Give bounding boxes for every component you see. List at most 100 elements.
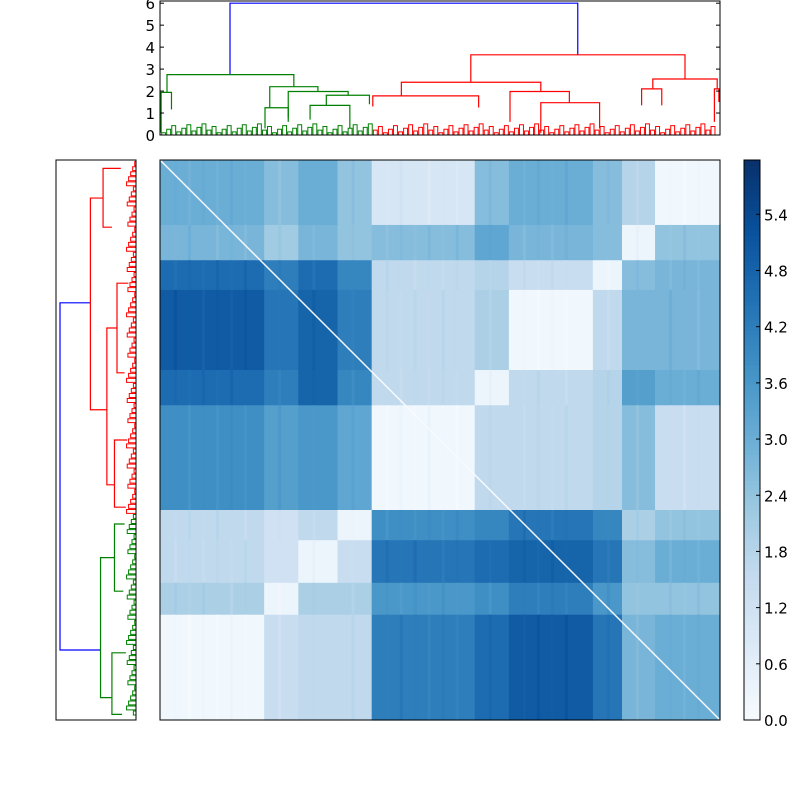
dendrogram-leaf-link bbox=[377, 126, 383, 135]
heatmap-texture bbox=[399, 160, 403, 225]
dendrogram-leaf-link bbox=[594, 129, 600, 135]
heatmap-cell bbox=[474, 289, 510, 371]
colorbar-segment bbox=[744, 465, 760, 471]
heatmap-texture bbox=[202, 160, 205, 225]
dendrogram-leaf-link bbox=[130, 302, 136, 308]
dendrogram-leaf-link bbox=[382, 132, 388, 135]
heatmap-texture bbox=[230, 582, 233, 615]
dendrogram-leaf-link bbox=[132, 317, 136, 323]
heatmap-texture bbox=[399, 405, 403, 510]
colorbar-segment bbox=[744, 535, 760, 541]
dendrogram-leaf-link bbox=[508, 131, 514, 135]
heatmap-texture bbox=[312, 370, 316, 406]
heatmap-texture bbox=[174, 289, 177, 370]
colorbar-segment bbox=[744, 550, 760, 556]
dendrogram-leaf-link bbox=[127, 221, 136, 227]
colorbar-segment bbox=[744, 280, 760, 286]
heatmap-cell bbox=[337, 370, 373, 406]
dendrogram-leaf-link bbox=[529, 126, 535, 135]
heatmap-texture bbox=[278, 260, 282, 290]
colorbar-segment bbox=[744, 695, 760, 701]
colorbar-segment bbox=[744, 445, 760, 451]
dendrogram-leaf-link bbox=[134, 619, 136, 625]
dendrogram-leaf-link bbox=[133, 534, 136, 540]
heatmap-texture bbox=[455, 370, 459, 406]
colorbar-segment bbox=[744, 180, 760, 186]
colorbar-segment bbox=[744, 195, 760, 201]
dendrogram-leaf-link bbox=[206, 129, 212, 135]
dendrogram-leaf-link bbox=[131, 670, 136, 676]
dendrogram-leaf-link bbox=[129, 544, 136, 550]
dendrogram-leaf-link bbox=[196, 126, 202, 135]
heatmap-cell bbox=[655, 289, 721, 371]
heatmap-texture bbox=[399, 510, 403, 541]
heatmap-cell bbox=[474, 510, 510, 541]
dendrogram-leaf-link bbox=[126, 574, 136, 580]
heatmap-texture bbox=[683, 224, 687, 261]
heatmap-cell bbox=[337, 540, 373, 584]
dendrogram-link bbox=[113, 523, 125, 592]
heatmap-texture bbox=[536, 540, 540, 583]
colorbar-segment bbox=[744, 340, 760, 346]
dendrogram-leaf-link bbox=[126, 201, 136, 207]
heatmap-texture bbox=[427, 540, 431, 583]
heatmap-texture bbox=[385, 540, 389, 583]
heatmap-texture bbox=[536, 289, 540, 370]
dendrogram-leaf-link bbox=[695, 126, 701, 135]
dendrogram-leaf-link bbox=[367, 123, 373, 135]
dendrogram-leaf-link bbox=[131, 473, 136, 479]
heatmap-texture bbox=[683, 540, 687, 583]
dendrogram-leaf-link bbox=[700, 123, 706, 135]
dendrogram-leaf-link bbox=[246, 130, 252, 135]
dendrogram-leaf-link bbox=[130, 322, 136, 328]
heatmap-texture bbox=[188, 370, 191, 406]
heatmap-texture bbox=[351, 582, 355, 615]
heatmap-texture bbox=[399, 614, 403, 720]
heatmap-texture bbox=[606, 260, 610, 290]
colorbar-segment bbox=[744, 565, 760, 571]
heatmap-texture bbox=[441, 582, 445, 615]
heatmap-texture bbox=[202, 510, 205, 541]
dendrogram-leaf-link bbox=[131, 211, 136, 217]
colorbar-segment bbox=[744, 705, 760, 711]
heatmap-cell bbox=[298, 289, 339, 371]
dendrogram-leaf-link bbox=[129, 413, 136, 419]
dendrogram-leaf-link bbox=[128, 241, 136, 247]
colorbar-segment bbox=[744, 590, 760, 596]
dendrogram-leaf-link bbox=[468, 130, 474, 135]
heatmap-texture bbox=[669, 614, 673, 720]
colorbar-segment bbox=[744, 485, 760, 491]
heatmap-texture bbox=[244, 289, 247, 370]
heatmap-texture bbox=[564, 260, 568, 290]
heatmap-texture bbox=[522, 540, 526, 583]
dendrogram-leaf-link bbox=[161, 132, 167, 135]
colorbar-segment bbox=[744, 200, 760, 206]
heatmap-texture bbox=[683, 582, 687, 615]
heatmap-texture bbox=[669, 582, 673, 615]
heatmap-texture bbox=[606, 370, 610, 406]
colorbar-segment bbox=[744, 205, 760, 211]
heatmap-texture bbox=[536, 260, 540, 290]
heatmap-texture bbox=[550, 224, 554, 261]
dendrogram-leaf-link bbox=[534, 123, 540, 135]
heatmap-texture bbox=[536, 224, 540, 261]
dendrogram-leaf-link bbox=[128, 634, 136, 640]
heatmap-texture bbox=[683, 289, 687, 370]
dendrogram-leaf-link bbox=[134, 423, 136, 429]
dendrogram-link bbox=[309, 104, 351, 129]
dendrogram-leaf-link bbox=[549, 132, 555, 135]
colorbar-segment bbox=[744, 595, 760, 601]
heatmap-texture bbox=[683, 405, 687, 510]
heatmap-texture bbox=[441, 224, 445, 261]
dendrogram-leaf-link bbox=[132, 579, 136, 585]
heatmap-texture bbox=[202, 540, 205, 583]
heatmap-texture bbox=[536, 510, 540, 541]
heatmap-texture bbox=[488, 540, 492, 583]
colorbar-segment bbox=[744, 615, 760, 621]
heatmap-texture bbox=[455, 260, 459, 290]
dendrogram-leaf-link bbox=[221, 128, 227, 135]
colorbar-segment bbox=[744, 295, 760, 301]
colorbar-segment bbox=[744, 310, 760, 316]
dendrogram-leaf-link bbox=[317, 129, 323, 135]
dendrogram-leaf-link bbox=[408, 124, 414, 135]
